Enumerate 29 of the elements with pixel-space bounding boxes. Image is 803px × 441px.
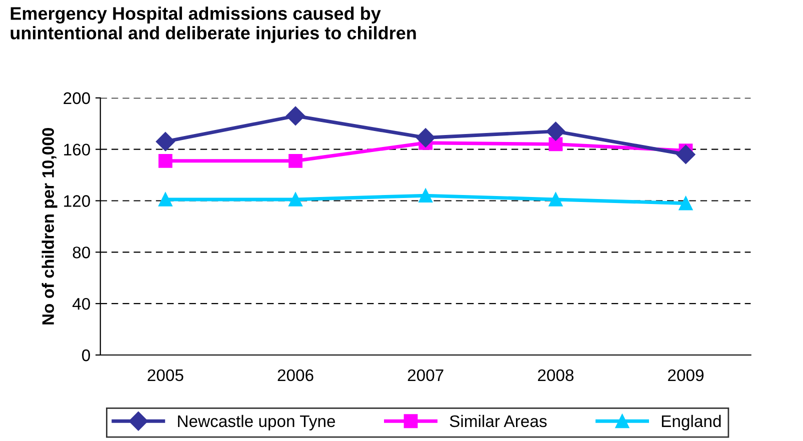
y-tick-label: 200 <box>64 92 90 104</box>
x-tick-label: 2009 <box>668 369 704 382</box>
point <box>418 188 433 203</box>
legend-label: England <box>662 414 721 430</box>
point <box>548 137 563 152</box>
y-tick-label: 120 <box>64 195 90 207</box>
point <box>156 132 175 152</box>
x-tick-label: 2006 <box>278 369 314 382</box>
y-tick-label: 80 <box>72 246 90 258</box>
y-axis-title: No of children per 10,000 <box>42 128 58 324</box>
y-tick-label: 160 <box>64 144 90 156</box>
chart-title: Emergency Hospital admissions caused by unintentional and deliberate injuries to children <box>10 6 416 43</box>
point <box>288 154 302 168</box>
point <box>158 192 172 206</box>
point <box>678 196 693 210</box>
legend-label: Newcastle upon Tyne <box>178 414 336 430</box>
y-tick-label: 0 <box>82 349 90 362</box>
point <box>548 192 563 206</box>
x-tick-label: 2008 <box>538 369 574 382</box>
point <box>158 154 172 168</box>
legend-label: Similar Areas <box>450 414 547 428</box>
y-tick-label: 40 <box>72 298 90 310</box>
point <box>546 122 566 141</box>
x-tick-label: 2007 <box>408 369 444 382</box>
x-tick-label: 2005 <box>148 369 184 382</box>
point <box>288 192 302 206</box>
point <box>286 106 306 126</box>
point <box>676 144 696 164</box>
point <box>416 128 436 148</box>
